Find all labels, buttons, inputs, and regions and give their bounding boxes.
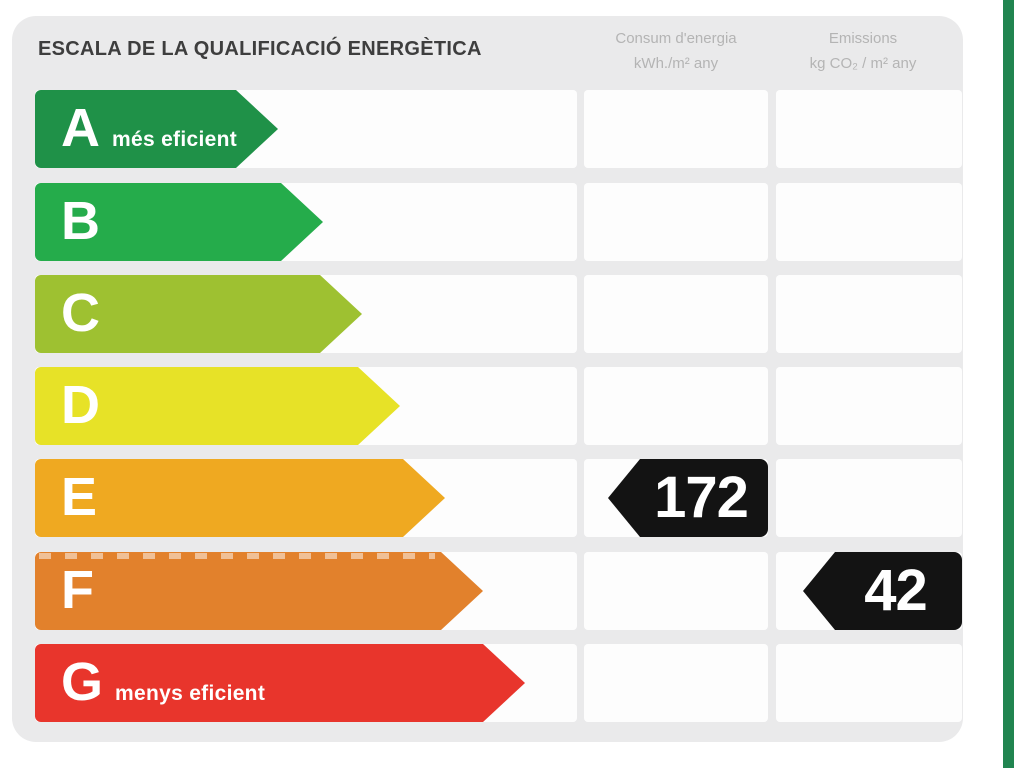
rating-row-b: B <box>12 183 963 261</box>
emissions-value: 42 <box>864 558 928 623</box>
rating-bar-f: F <box>35 552 483 630</box>
rating-bar-a: A més eficient <box>35 90 278 168</box>
consumption-cell <box>584 183 768 261</box>
chart-title: ESCALA DE LA QUALIFICACIÓ ENERGÈTICA <box>38 38 482 60</box>
rating-bar-d: D <box>35 367 400 445</box>
rating-row-d: D <box>12 367 963 445</box>
consumption-header-units: kWh./m² any <box>633 55 719 72</box>
consumption-cell <box>584 644 768 722</box>
rating-bar-c: C <box>35 275 362 353</box>
consumption-cell <box>584 367 768 445</box>
emissions-cell <box>776 90 962 168</box>
emissions-cell <box>776 275 962 353</box>
rating-row-a: A més eficient <box>12 90 963 168</box>
emissions-cell <box>776 183 962 261</box>
consumption-cell <box>584 90 768 168</box>
rating-bar-b: B <box>35 183 323 261</box>
column-header-consumption: Consum d'energia kWh./m² any <box>572 26 780 76</box>
rating-row-g: G menys eficient <box>12 644 963 722</box>
emissions-cell <box>776 367 962 445</box>
rating-bar-g: G menys eficient <box>35 644 525 722</box>
rating-letter: C <box>61 283 100 343</box>
emissions-cell <box>776 644 962 722</box>
rating-letter: G <box>61 652 104 712</box>
consumption-value-badge: 172 <box>608 459 768 537</box>
rating-letter: F <box>61 560 94 620</box>
rating-letter: D <box>61 375 100 435</box>
f-bar-tick-artifact <box>39 553 435 559</box>
rating-row-e: E <box>12 459 963 537</box>
consumption-header-line1: Consum d'energia <box>615 30 737 47</box>
certificate-card: ESCALA DE LA QUALIFICACIÓ ENERGÈTICA Con… <box>12 16 963 742</box>
consumption-cell <box>584 552 768 630</box>
emissions-value-badge: 42 <box>803 552 962 630</box>
rating-bar-label: més eficient <box>112 128 237 151</box>
green-edge-stripe <box>1003 0 1014 768</box>
consumption-cell <box>584 275 768 353</box>
rating-row-c: C <box>12 275 963 353</box>
rating-letter: B <box>61 191 100 251</box>
rating-bar-e: E <box>35 459 445 537</box>
emissions-header-units: kg CO₂ / m² any <box>809 55 917 72</box>
rating-letter: E <box>61 467 98 527</box>
emissions-header-line1: Emissions <box>828 30 898 47</box>
consumption-value: 172 <box>654 465 749 530</box>
rating-letter: A <box>61 98 100 158</box>
column-header-emissions: Emissions kg CO₂ / m² any <box>764 26 962 76</box>
emissions-cell <box>776 459 962 537</box>
rating-bar-label: menys eficient <box>115 682 266 705</box>
